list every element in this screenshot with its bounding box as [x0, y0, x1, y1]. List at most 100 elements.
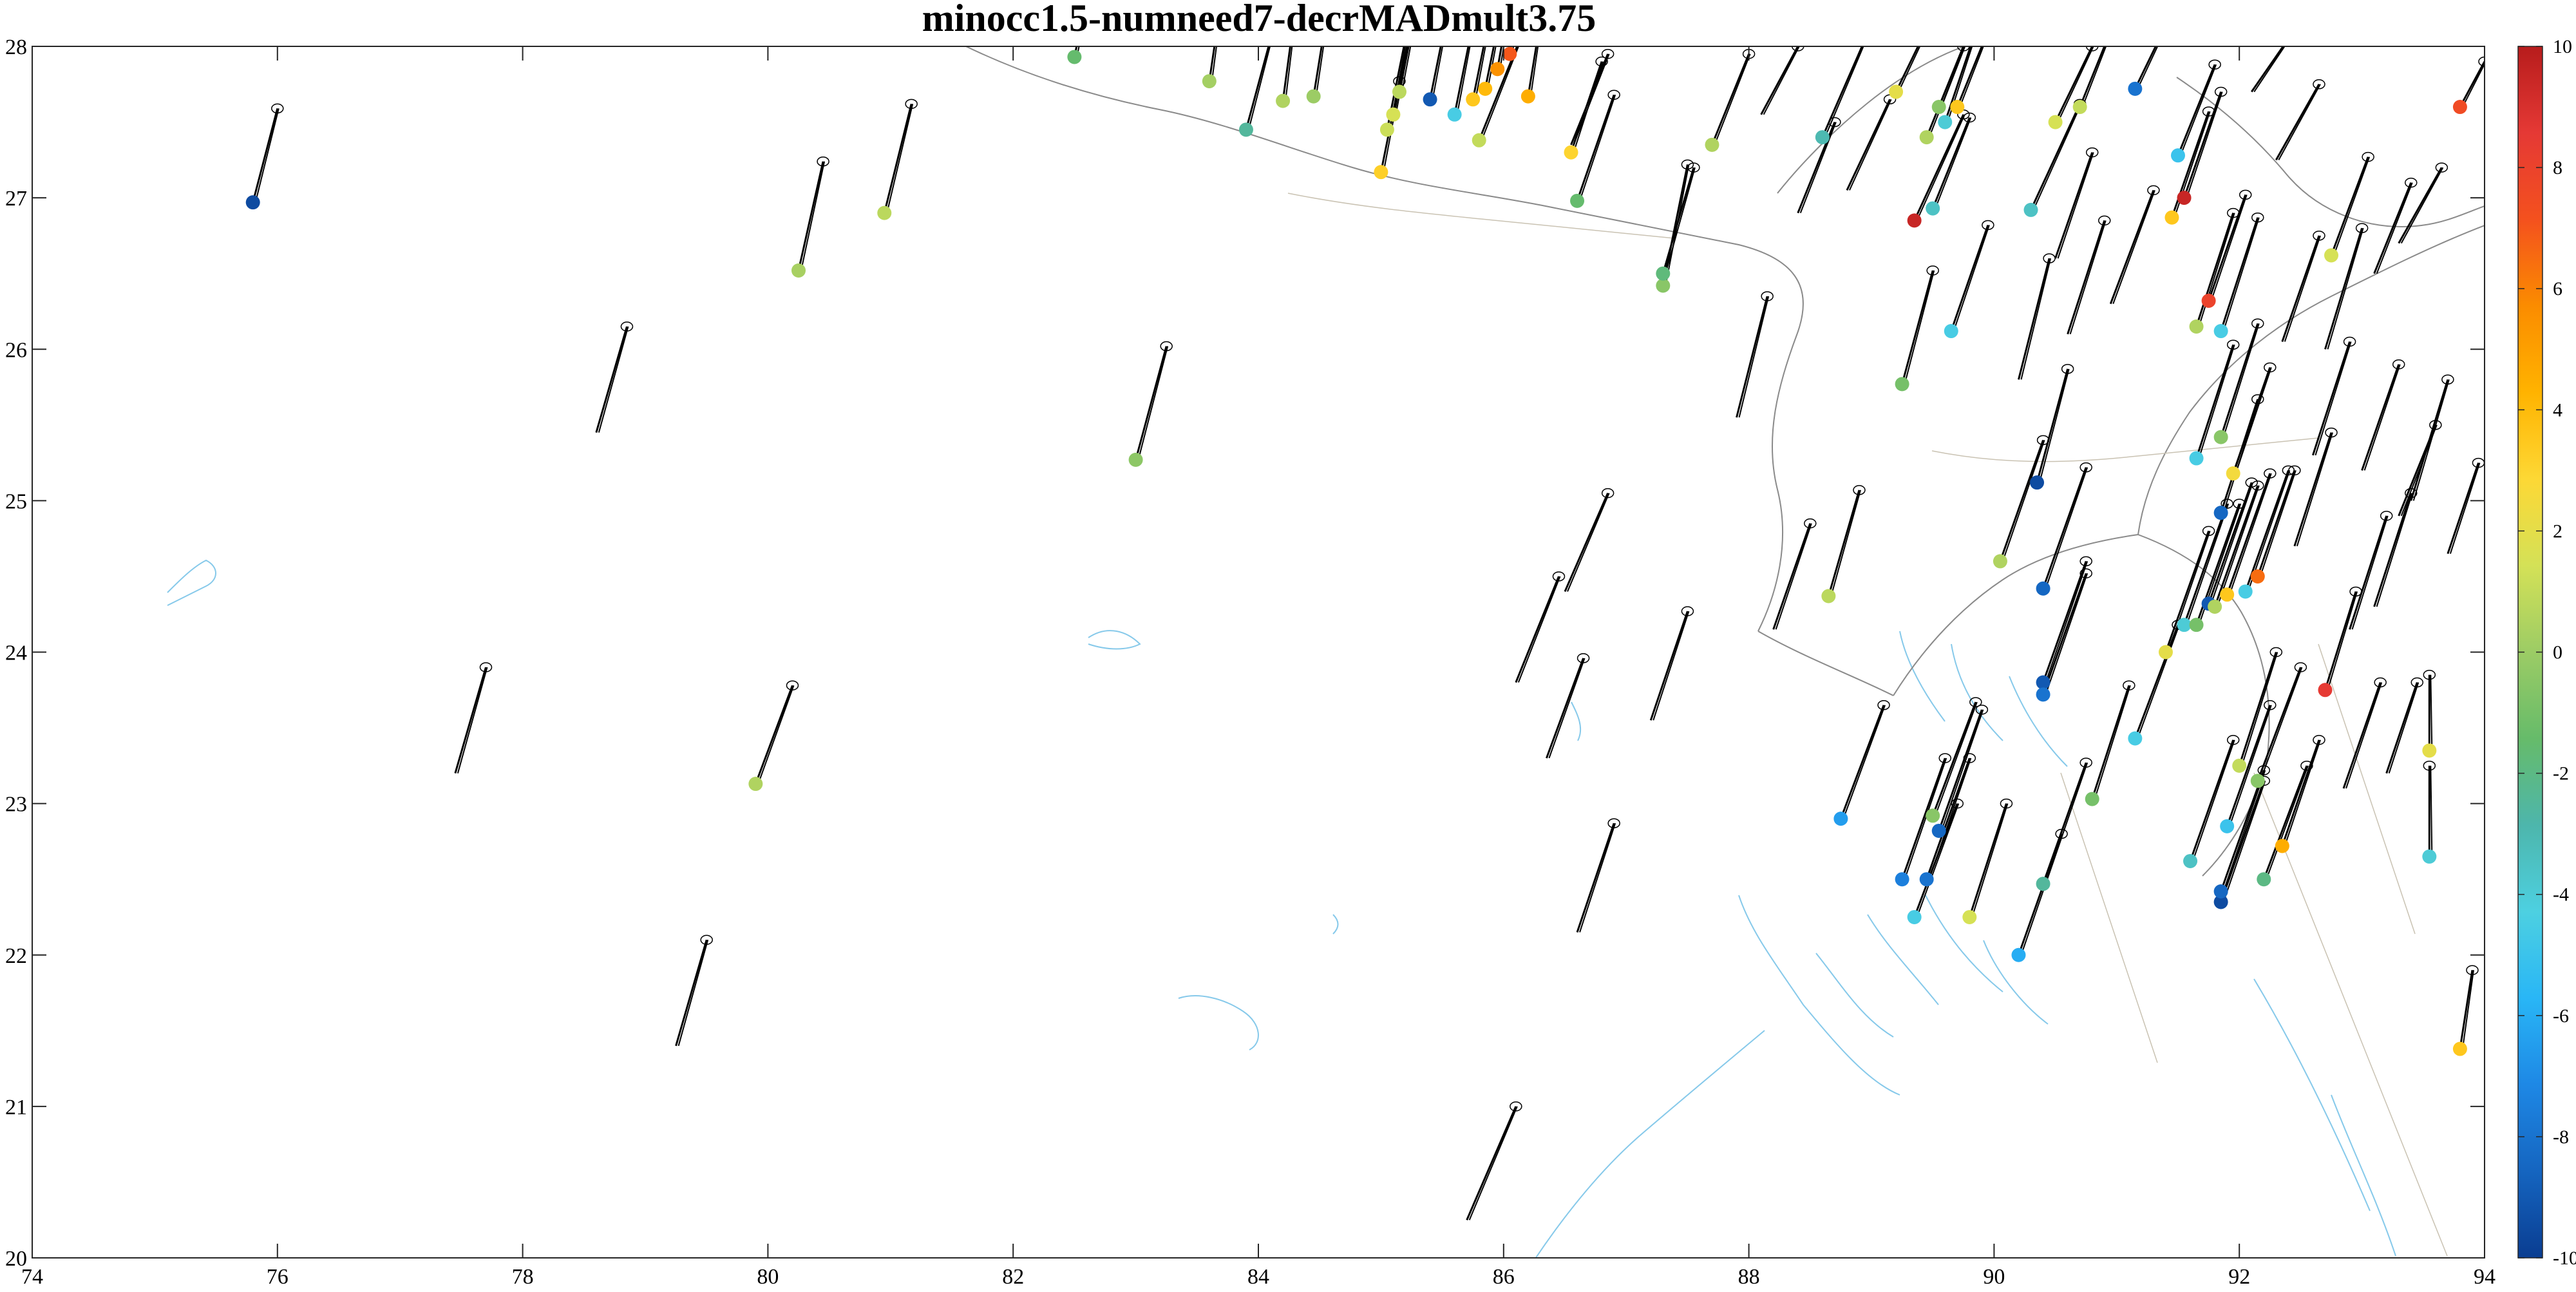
displacement-vector	[2373, 182, 2412, 274]
displacement-vector-spread	[2229, 705, 2272, 827]
colorbar-tick-label: -10	[2553, 1248, 2576, 1269]
displacement-vector-spread	[1468, 1106, 1518, 1221]
error-ellipse	[2079, 462, 2092, 473]
y-tick-label: 27	[5, 187, 27, 211]
data-point	[1447, 107, 1462, 122]
displacement-vector	[2373, 493, 2412, 607]
data-point	[1520, 89, 1535, 104]
displacement-vector-spread	[800, 161, 826, 271]
displacement-vector-spread	[2412, 379, 2450, 501]
displacement-vector	[1515, 576, 1560, 683]
displacement-vector	[2213, 485, 2259, 607]
data-point	[1926, 808, 1940, 823]
displacement-vector	[2183, 503, 2228, 625]
displacement-vector	[1926, 757, 1971, 880]
displacement-vector-spread	[1517, 576, 1561, 683]
data-point	[2213, 506, 2228, 520]
displacement-vector-spread	[2032, 103, 2082, 211]
error-ellipse	[1601, 488, 1615, 499]
error-ellipse	[2079, 556, 2092, 567]
displacement-vector-spread	[886, 104, 914, 213]
data-point	[1926, 201, 1940, 216]
colorbar-tick-label: 2	[2553, 520, 2562, 542]
x-tick-label: 94	[2474, 1265, 2496, 1289]
displacement-vector-spread	[2284, 739, 2321, 846]
error-ellipse	[2202, 526, 2215, 537]
error-ellipse	[2423, 670, 2436, 680]
x-tick-label: 86	[1493, 1265, 1515, 1289]
displacement-vector-spread	[2217, 485, 2260, 607]
error-ellipse	[1577, 653, 1590, 663]
data-point	[2213, 884, 2228, 898]
x-tick-label: 88	[1738, 1265, 1760, 1289]
data-point	[2220, 819, 2235, 833]
error-ellipse	[1859, 34, 1871, 43]
displacement-vector	[1484, 46, 1495, 90]
data-point	[2128, 81, 2143, 96]
displacement-vector-spread	[2039, 368, 2070, 483]
data-point	[1238, 122, 1253, 137]
data-point	[2250, 569, 2265, 584]
displacement-vector	[2042, 560, 2087, 683]
displacement-vector	[1472, 46, 1485, 100]
displacement-vector	[1454, 46, 1470, 115]
data-point	[2085, 792, 2099, 806]
error-ellipse	[2410, 677, 2424, 688]
displacement-vector-spread	[2081, 46, 2107, 108]
y-tick-label: 23	[5, 793, 27, 817]
data-point	[1993, 554, 2007, 569]
displacement-vector	[1527, 46, 1537, 97]
data-point	[2183, 853, 2198, 868]
displacement-vector	[2036, 368, 2069, 483]
displacement-vector-spread	[1799, 122, 1837, 214]
error-ellipse	[2269, 647, 2283, 658]
error-ellipse	[1877, 700, 1890, 710]
data-point	[2208, 599, 2222, 614]
data-point	[2324, 248, 2338, 263]
data-point	[2275, 839, 2289, 853]
displacement-vector-spread	[2376, 182, 2413, 274]
displacement-vector-spread	[2180, 64, 2217, 156]
displacement-vector	[1913, 803, 1958, 918]
data-point	[1276, 93, 1291, 108]
error-ellipse	[1681, 159, 1694, 170]
error-ellipse	[1927, 12, 1938, 21]
displacement-vector-spread	[2235, 367, 2272, 474]
data-point	[1938, 115, 1953, 129]
displacement-vector	[1576, 822, 1615, 933]
error-ellipse	[1951, 798, 1964, 809]
displacement-vector-spread	[2112, 190, 2155, 305]
displacement-vector	[675, 939, 708, 1047]
displacement-vector-spread	[2198, 213, 2235, 327]
displacement-vector	[1760, 46, 1799, 115]
displacement-vector	[2293, 432, 2333, 547]
data-point	[1564, 145, 1578, 160]
data-point	[1821, 589, 1836, 603]
data-point	[2250, 774, 2265, 788]
error-ellipse	[2226, 735, 2240, 745]
data-point	[1472, 133, 1486, 147]
error-ellipse	[2313, 735, 2325, 745]
displacement-vector-spread	[1916, 803, 1960, 918]
error-ellipse	[1595, 56, 1608, 67]
displacement-vector	[2177, 64, 2216, 156]
displacement-vector-spread	[1842, 705, 1886, 819]
displacement-vector	[252, 108, 279, 203]
data-point	[2318, 683, 2333, 698]
error-ellipse	[2264, 700, 2277, 710]
displacement-vector-spread	[2045, 561, 2088, 683]
data-point	[2452, 1041, 2467, 1056]
data-point	[2023, 202, 2038, 217]
data-point	[2036, 687, 2050, 702]
error-ellipse	[2251, 480, 2264, 491]
error-ellipse	[2098, 215, 2111, 226]
displacement-vector-spread	[2002, 440, 2045, 562]
displacement-vector	[2251, 46, 2285, 93]
data-point	[877, 205, 892, 220]
displacement-vector-spread	[2137, 624, 2180, 739]
data-point	[1931, 823, 1946, 838]
displacement-vector-spread	[2345, 682, 2383, 789]
displacement-vector	[1999, 439, 2044, 562]
displacement-vector	[1312, 46, 1323, 97]
displacement-vector	[1956, 46, 1983, 108]
